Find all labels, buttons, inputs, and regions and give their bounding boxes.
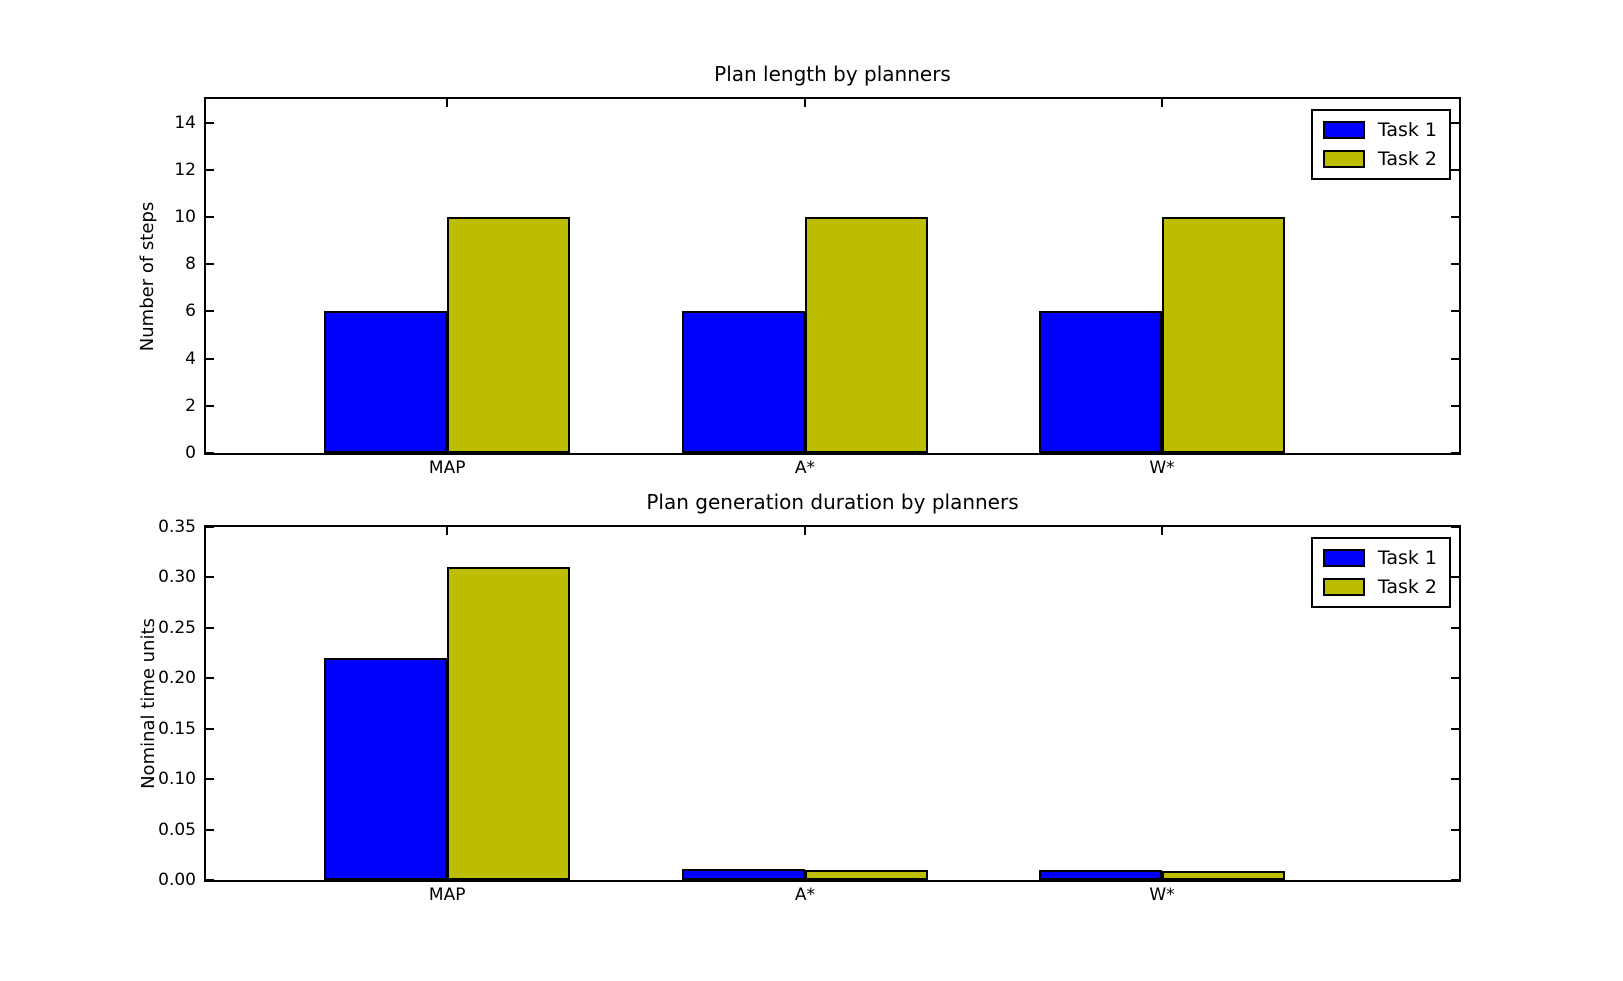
y-tick-label: 0.25 [158,617,196,638]
legend: Task 1 Task 2 [1310,537,1451,608]
y-tick-label: 2 [185,395,196,416]
task2-color-swatch [1322,578,1365,596]
y-tick-mark [1451,404,1459,407]
y-tick-mark [206,404,214,407]
y-tick-label: 0.05 [158,819,196,840]
x-tick-label: A* [794,885,815,905]
bar-task-2-a [804,869,929,880]
y-tick-label: 0.00 [158,870,196,890]
legend-item-task1: Task 1 [1322,119,1437,141]
legend-label: Task 1 [1377,547,1437,569]
y-tick-label: 4 [185,348,196,369]
task2-color-swatch [1322,150,1365,168]
y-tick-label: 0.15 [158,718,196,739]
y-tick-label: 0 [185,443,196,463]
y-tick-mark [1451,452,1459,454]
x-tick-mark [803,99,806,107]
y-tick-label: 14 [174,112,196,133]
y-tick-mark [1451,121,1459,124]
bar-task-1-w [1038,869,1163,880]
legend-label: Task 2 [1377,148,1437,170]
x-tick-label: A* [794,458,815,478]
x-tick-mark [1161,99,1164,107]
y-tick-mark [206,310,214,313]
bar-task-2-w [1162,870,1286,880]
bar-task-1-map [324,658,448,880]
y-tick-mark [206,677,214,680]
x-tick-mark [446,99,449,107]
y-tick-mark [206,121,214,124]
y-tick-mark [206,879,214,881]
y-tick-mark [1451,828,1459,831]
y-tick-mark [1451,168,1459,171]
legend: Task 1 Task 2 [1310,109,1451,180]
legend-item-task2: Task 2 [1322,576,1437,598]
task1-color-swatch [1322,549,1365,567]
bar-task-1-a [681,868,805,880]
y-tick-mark [1451,677,1459,680]
x-tick-mark [1161,527,1164,535]
x-tick-label: MAP [428,885,466,905]
y-tick-mark [1451,310,1459,313]
y-tick-label: 10 [174,207,196,227]
y-tick-label: 0.35 [158,517,196,537]
y-tick-mark [1451,216,1459,218]
y-axis-label: Number of steps [137,201,159,351]
bar-task-1-a [681,311,805,453]
x-tick-mark [446,527,449,535]
legend-label: Task 1 [1377,119,1437,141]
y-axis-label: Nominal time units [137,618,159,789]
y-tick-mark [206,357,214,360]
y-tick-label: 0.20 [158,668,196,689]
y-tick-mark [206,576,214,579]
plan-length-plot-area: Task 1 Task 2 0 2 4 6 8 10 12 14 MAP A* W* [174,97,1461,478]
y-tick-mark [1451,576,1459,579]
y-tick-mark [206,452,214,454]
legend-item-task2: Task 2 [1322,148,1437,170]
y-tick-mark [206,526,214,528]
x-tick-label: MAP [428,458,466,478]
bar-task-2-a [804,217,929,453]
chart-title: Plan length by planners [714,62,951,86]
plan-duration-plot-area: Task 1 Task 2 0.00 0.05 0.10 0.15 0.20 0.25 0.… [158,517,1461,905]
bar-task-2-map [447,217,571,453]
y-tick-mark [1451,879,1459,881]
y-tick-mark [206,727,214,730]
y-axis-label-box: Number of steps [126,97,170,455]
x-tick-label: W* [1149,458,1175,478]
legend-item-task1: Task 1 [1322,547,1437,569]
y-tick-mark [1451,626,1459,629]
y-tick-label: 6 [185,301,196,322]
y-tick-mark [1451,263,1459,266]
legend-label: Task 2 [1377,576,1437,598]
bar-task-2-map [447,567,571,880]
y-tick-label: 0.10 [158,769,196,790]
y-tick-label: 12 [174,159,196,180]
bar-task-2-w [1162,217,1286,453]
y-tick-mark [1451,526,1459,528]
y-tick-label: 0.30 [158,567,196,588]
x-tick-label: W* [1149,885,1175,905]
bar-task-1-w [1038,311,1163,453]
y-tick-mark [206,168,214,171]
y-tick-mark [206,626,214,629]
y-tick-mark [206,216,214,218]
y-tick-mark [1451,778,1459,781]
y-tick-mark [1451,357,1459,360]
task1-color-swatch [1322,121,1365,139]
bar-task-1-map [324,311,448,453]
y-tick-mark [1451,727,1459,730]
y-tick-mark [206,828,214,831]
y-tick-label: 8 [185,254,196,275]
y-tick-mark [206,263,214,266]
y-tick-mark [206,778,214,781]
chart-title: Plan generation duration by planners [646,490,1019,514]
x-tick-mark [803,527,806,535]
